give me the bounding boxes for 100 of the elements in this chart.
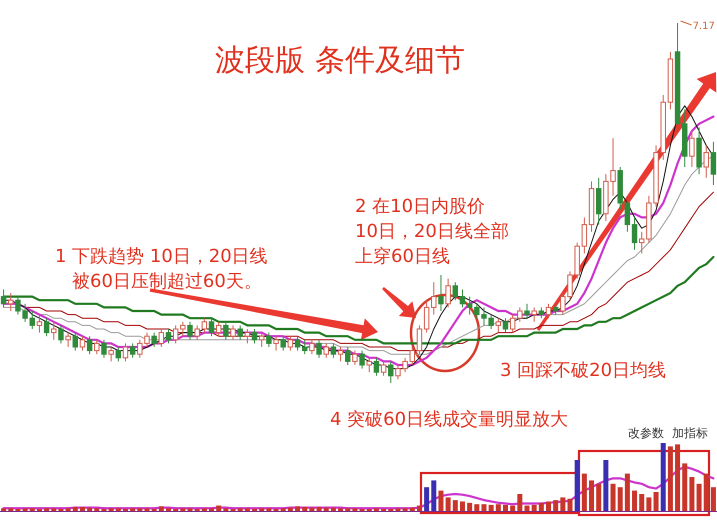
bar xyxy=(202,508,207,511)
candlestick xyxy=(72,332,78,352)
candlestick xyxy=(65,332,71,348)
candlestick xyxy=(359,350,365,370)
bar xyxy=(30,508,35,511)
annotation: 上穿60日线 xyxy=(355,246,450,267)
bar xyxy=(259,508,264,511)
bar xyxy=(660,443,666,511)
bar xyxy=(402,508,408,511)
bar xyxy=(532,504,537,511)
candlestick xyxy=(101,339,107,358)
candlestick xyxy=(710,141,716,186)
candlestick xyxy=(689,130,695,168)
candlestick xyxy=(80,336,86,352)
candlestick xyxy=(388,360,394,384)
candlestick xyxy=(704,144,709,178)
candlestick xyxy=(86,336,92,355)
bar xyxy=(467,502,472,511)
bar xyxy=(187,508,193,511)
candlestick xyxy=(258,332,264,348)
candlestick xyxy=(166,328,172,344)
bar xyxy=(244,508,250,511)
candlestick xyxy=(438,274,444,312)
bar xyxy=(431,480,436,511)
bar xyxy=(338,508,344,511)
bar xyxy=(610,484,616,511)
candlestick xyxy=(44,318,50,337)
candlestick xyxy=(330,342,336,358)
annotation: 3 回踩不破20日均线 xyxy=(500,360,666,381)
candlestick xyxy=(151,332,157,348)
candlestick xyxy=(288,336,294,352)
candlestick xyxy=(552,303,558,316)
bar xyxy=(223,508,228,511)
candlestick xyxy=(58,324,64,344)
bar xyxy=(180,508,186,511)
candlestick xyxy=(51,321,56,340)
candlestick xyxy=(524,303,530,319)
bar xyxy=(116,508,121,511)
candlestick xyxy=(216,321,222,337)
bar xyxy=(446,497,451,511)
annotation: 2 在10日内股价 xyxy=(355,196,486,217)
bar xyxy=(288,508,293,511)
bar xyxy=(689,477,694,511)
bar xyxy=(130,508,136,511)
candlestick xyxy=(208,318,214,337)
candlestick xyxy=(130,342,136,358)
bar xyxy=(668,446,673,511)
candlestick xyxy=(273,336,279,352)
bar xyxy=(266,508,272,511)
bar xyxy=(510,506,516,511)
candlestick xyxy=(324,342,329,358)
bar xyxy=(460,501,465,511)
bar xyxy=(94,508,100,511)
bar xyxy=(295,506,300,511)
candlestick xyxy=(187,321,193,340)
candlestick xyxy=(252,328,258,344)
bar xyxy=(108,508,114,511)
bar xyxy=(589,480,594,511)
candlestick xyxy=(481,306,487,326)
candlestick xyxy=(280,336,286,352)
bar xyxy=(704,474,709,511)
candlestick xyxy=(223,321,229,340)
bar xyxy=(374,508,379,511)
bar xyxy=(416,506,422,511)
bar xyxy=(474,504,480,511)
candlestick xyxy=(237,324,243,340)
candlestick xyxy=(309,339,315,355)
bar xyxy=(618,487,623,511)
annotation: 1 下跌趋势 10日，20日线 xyxy=(55,246,268,267)
bar xyxy=(538,502,544,511)
bar xyxy=(524,506,530,511)
bar xyxy=(710,487,716,511)
bar xyxy=(44,508,50,511)
bar xyxy=(675,444,680,511)
bar xyxy=(280,508,286,511)
candlestick xyxy=(36,314,42,334)
candlestick xyxy=(345,346,350,366)
candlestick xyxy=(546,303,552,319)
annotation: 7.17 xyxy=(692,21,715,32)
candlestick xyxy=(366,357,372,373)
bar xyxy=(496,504,501,511)
candlestick xyxy=(632,216,638,250)
bar xyxy=(452,500,458,511)
bar xyxy=(80,506,85,511)
candlestick xyxy=(158,328,164,348)
bar xyxy=(330,508,336,511)
bar xyxy=(410,508,415,511)
candlestick xyxy=(116,346,122,362)
bar xyxy=(324,508,329,511)
candlestick xyxy=(560,292,566,316)
bar xyxy=(87,508,92,511)
bar xyxy=(1,508,6,511)
annotation: 10日，20日线全部 xyxy=(355,221,509,242)
bar xyxy=(574,460,580,511)
candlestick xyxy=(538,306,544,319)
candlestick xyxy=(144,332,150,348)
candlestick xyxy=(445,278,451,308)
bar xyxy=(144,508,150,511)
bar xyxy=(696,484,702,511)
bar xyxy=(438,490,444,511)
